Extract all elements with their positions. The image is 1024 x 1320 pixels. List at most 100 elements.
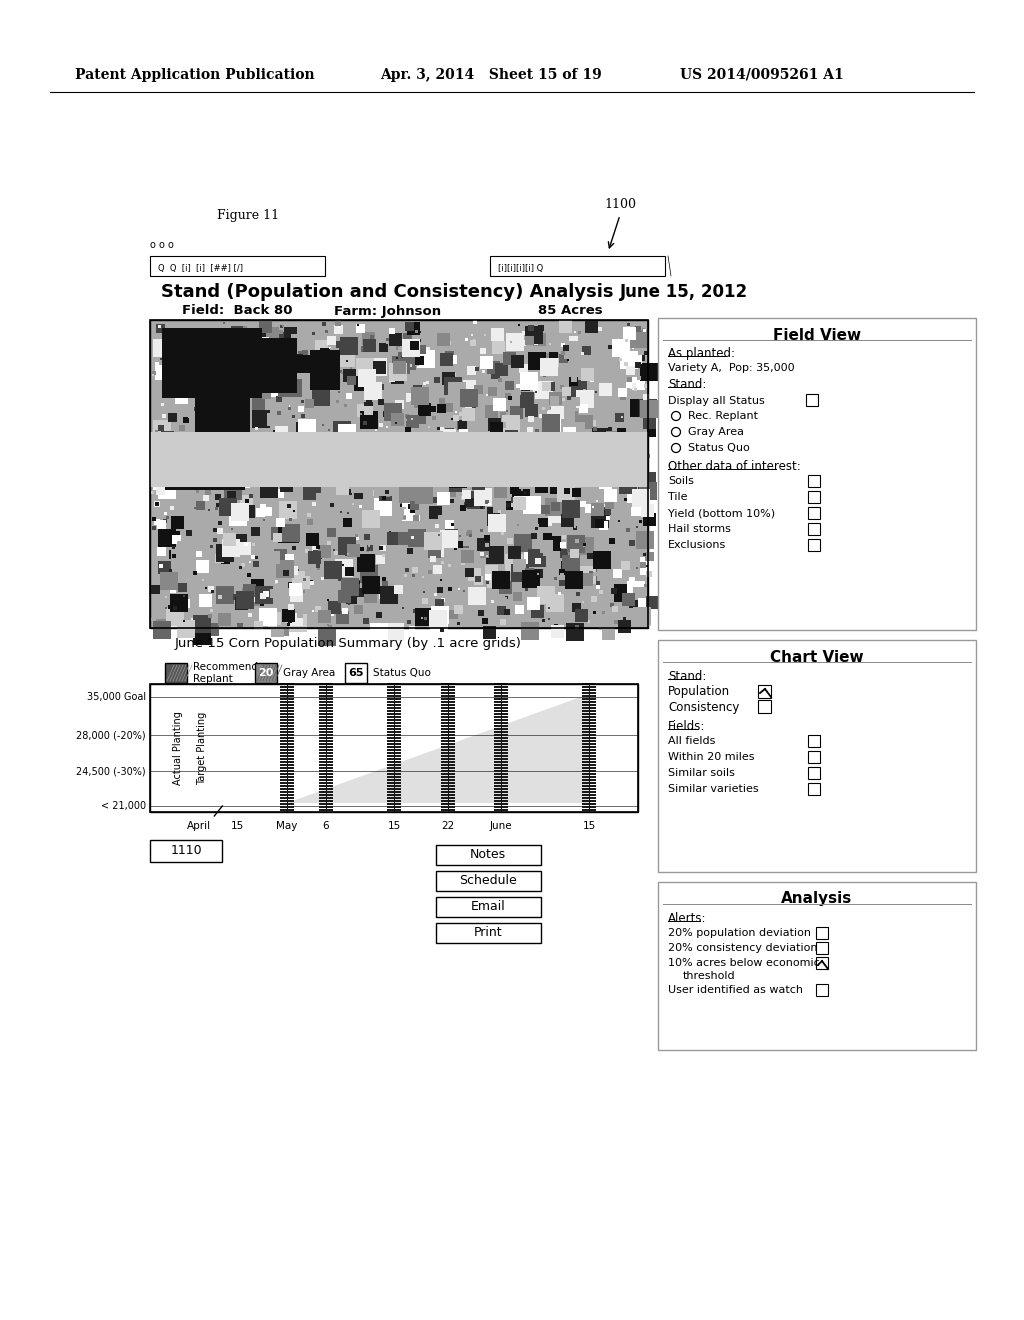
- Bar: [583, 701, 596, 704]
- Bar: [323, 463, 340, 480]
- Bar: [281, 503, 294, 516]
- Bar: [327, 528, 336, 537]
- Bar: [422, 576, 424, 578]
- Bar: [213, 360, 216, 364]
- Bar: [188, 409, 195, 416]
- Bar: [327, 447, 340, 459]
- Bar: [267, 413, 280, 426]
- Bar: [387, 715, 401, 718]
- Bar: [335, 560, 353, 577]
- Bar: [458, 587, 460, 590]
- Bar: [596, 581, 600, 585]
- Bar: [588, 473, 592, 477]
- Text: Stand (Population and Consistency) Analysis: Stand (Population and Consistency) Analy…: [161, 282, 613, 301]
- Bar: [380, 586, 398, 605]
- Bar: [468, 587, 486, 606]
- Bar: [172, 329, 185, 341]
- Bar: [646, 570, 652, 577]
- Bar: [566, 623, 584, 642]
- Text: Recommend
Replant: Recommend Replant: [193, 663, 258, 684]
- Bar: [273, 429, 275, 432]
- Bar: [408, 322, 420, 335]
- Bar: [307, 519, 313, 524]
- Bar: [400, 533, 403, 536]
- Bar: [608, 346, 611, 350]
- Bar: [318, 725, 333, 727]
- Bar: [255, 556, 258, 558]
- Text: Target Planting: Target Planting: [197, 711, 207, 784]
- Bar: [634, 388, 637, 391]
- Bar: [244, 605, 248, 609]
- Bar: [189, 457, 194, 461]
- Text: 35,000 Goal: 35,000 Goal: [87, 692, 146, 702]
- Text: o o o: o o o: [150, 240, 174, 249]
- Bar: [487, 434, 492, 440]
- Bar: [495, 795, 508, 796]
- Bar: [539, 352, 542, 356]
- Bar: [583, 758, 596, 760]
- Bar: [166, 609, 183, 627]
- Bar: [241, 376, 250, 385]
- Bar: [557, 483, 575, 502]
- Bar: [474, 433, 478, 437]
- Bar: [309, 378, 315, 383]
- Text: Consistency: Consistency: [668, 701, 739, 714]
- Bar: [592, 428, 610, 446]
- Bar: [523, 447, 526, 450]
- Bar: [602, 611, 605, 614]
- Bar: [415, 355, 424, 364]
- Bar: [288, 619, 292, 623]
- Bar: [621, 351, 638, 370]
- Bar: [154, 478, 167, 490]
- Bar: [470, 380, 473, 383]
- Bar: [286, 618, 291, 623]
- Bar: [244, 543, 248, 546]
- Bar: [220, 470, 224, 474]
- Bar: [484, 469, 490, 474]
- Bar: [399, 487, 402, 490]
- Bar: [473, 339, 475, 341]
- Bar: [488, 515, 506, 532]
- Bar: [440, 767, 455, 770]
- Bar: [315, 487, 322, 494]
- Bar: [451, 462, 455, 466]
- Bar: [816, 942, 828, 954]
- Bar: [403, 474, 410, 480]
- Bar: [384, 450, 397, 463]
- Bar: [233, 474, 238, 478]
- Bar: [364, 403, 373, 412]
- Bar: [550, 396, 559, 405]
- Bar: [495, 734, 508, 737]
- Bar: [263, 507, 272, 516]
- Bar: [411, 387, 429, 405]
- Bar: [172, 536, 180, 544]
- Bar: [542, 381, 551, 391]
- Bar: [440, 785, 455, 787]
- Bar: [535, 343, 538, 346]
- Bar: [210, 609, 213, 612]
- Text: Stand:: Stand:: [668, 378, 707, 391]
- Bar: [172, 354, 189, 372]
- Text: Exclusions: Exclusions: [668, 540, 726, 550]
- Bar: [519, 364, 527, 374]
- Bar: [477, 539, 490, 552]
- Bar: [487, 503, 490, 506]
- Bar: [623, 478, 636, 491]
- Bar: [303, 578, 306, 581]
- Bar: [228, 356, 234, 363]
- Bar: [387, 474, 396, 482]
- Bar: [495, 686, 508, 688]
- Bar: [387, 748, 401, 751]
- Bar: [499, 352, 501, 354]
- Bar: [271, 403, 290, 421]
- Bar: [318, 770, 333, 772]
- Bar: [531, 447, 538, 453]
- Bar: [258, 350, 275, 367]
- Bar: [276, 411, 281, 414]
- Bar: [196, 417, 205, 426]
- Bar: [570, 549, 580, 557]
- Bar: [549, 441, 553, 445]
- Bar: [583, 704, 596, 706]
- Bar: [473, 391, 476, 395]
- Bar: [581, 368, 594, 380]
